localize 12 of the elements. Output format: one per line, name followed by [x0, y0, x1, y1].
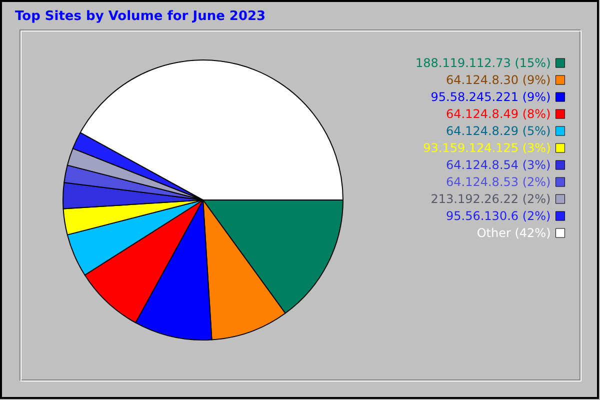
legend-label: 64.124.8.29 (5%): [446, 124, 551, 138]
legend-label: 64.124.8.54 (3%): [446, 158, 551, 172]
legend-label: 64.124.8.30 (9%): [446, 73, 551, 87]
legend-label: Other (42%): [476, 226, 551, 240]
legend-label: 64.124.8.53 (2%): [446, 175, 551, 189]
legend-label: 93.159.124.125 (3%): [423, 141, 551, 155]
legend-label: 95.56.130.6 (2%): [446, 209, 551, 223]
legend-label: 213.192.26.22 (2%): [430, 192, 551, 206]
legend-label: 95.58.245.221 (9%): [430, 90, 551, 104]
legend-label: 64.124.8.49 (8%): [446, 107, 551, 121]
chart-title: Top Sites by Volume for June 2023: [15, 9, 266, 24]
legend-label: 188.119.112.73 (15%): [415, 56, 551, 70]
